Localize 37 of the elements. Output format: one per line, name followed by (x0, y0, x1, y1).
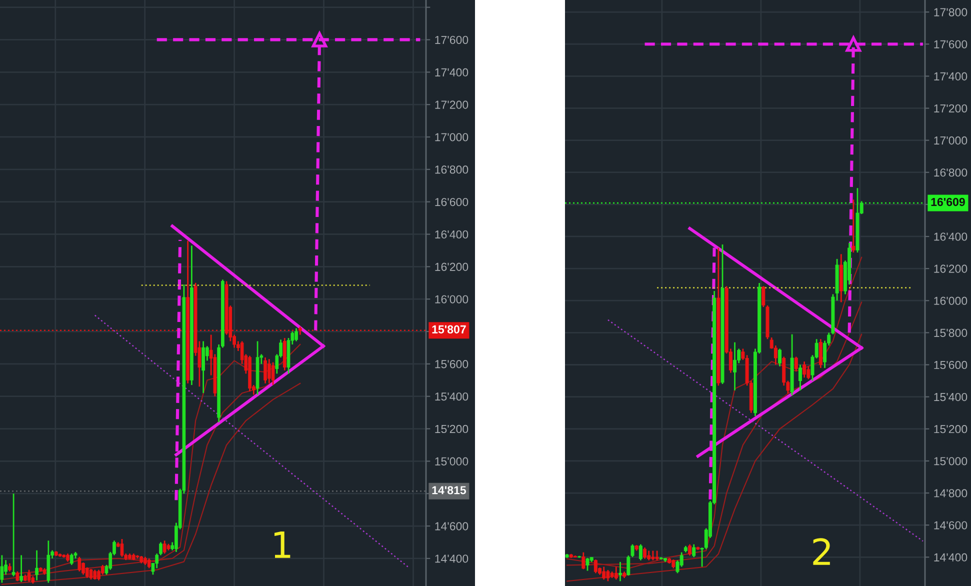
y-tick-label: 14'600 (435, 522, 468, 530)
y-tick-label: 17'400 (435, 68, 468, 76)
y-tick-label: 16'000 (934, 296, 968, 305)
y-tick-label: 14'400 (934, 553, 968, 562)
y-tick-label: 14'400 (435, 554, 468, 563)
y-tick-label: 17'800 (934, 8, 968, 16)
y-tick-label: 15'400 (435, 392, 468, 401)
y-tick-label: 15'000 (934, 457, 968, 466)
y-tick-label: 15'200 (934, 425, 968, 434)
y-tick-label: 16'400 (934, 232, 968, 241)
y-tick-label: 17'600 (435, 36, 468, 44)
y-tick-label: 15'000 (435, 457, 468, 466)
y-tick-label: 17'000 (435, 133, 468, 142)
annotation: 1 (274, 532, 290, 558)
y-tick-label: 15'600 (435, 360, 468, 368)
y-tick-label: 15'800 (934, 328, 968, 337)
y-tick-label: 16'000 (435, 295, 468, 304)
y-tick-label: 17'200 (435, 100, 468, 109)
y-tick-label: 16'800 (435, 166, 468, 174)
y-tick-label: 16'800 (934, 168, 968, 177)
y-tick-label: 16'600 (435, 198, 468, 206)
y-tick-label: 14'600 (934, 521, 968, 530)
ref-line-label: 15'807 (432, 325, 466, 334)
y-tick-label: 14'800 (934, 489, 968, 498)
y-tick-label: 16'200 (435, 262, 468, 271)
y-tick-label: 17'200 (934, 104, 968, 113)
y-tick-label: 16'400 (435, 230, 468, 239)
annotation: 2 (813, 538, 830, 565)
y-tick-label: 15'600 (934, 360, 968, 370)
y-tick-label: 15'400 (934, 392, 968, 402)
y-tick-label: 17'400 (934, 72, 968, 80)
y-tick-label: 17'600 (934, 40, 968, 48)
y-tick-label: 16'200 (934, 264, 968, 273)
ref-line-label: 16'609 (931, 198, 965, 206)
y-tick-label: 17'000 (934, 136, 968, 145)
y-tick-label: 15'200 (435, 424, 468, 434)
ref-line-label: 14'815 (432, 486, 466, 494)
